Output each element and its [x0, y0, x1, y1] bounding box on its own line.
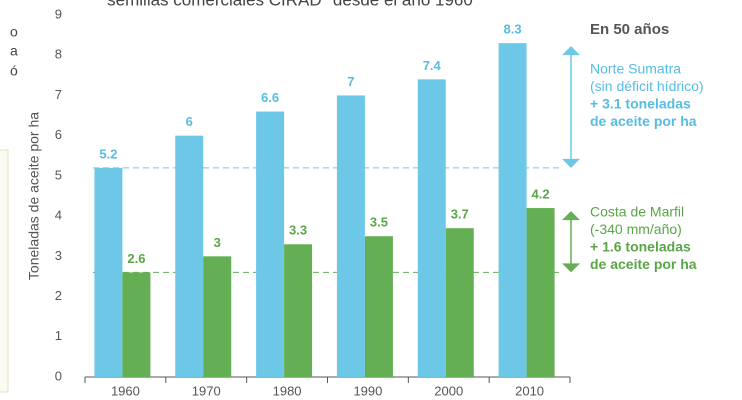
side-fragment: a	[10, 43, 18, 59]
value-label: 6.6	[261, 90, 279, 105]
arrow-head	[562, 211, 580, 221]
y-tick-label: 9	[55, 6, 62, 21]
arrow-head	[562, 263, 580, 273]
bar	[175, 135, 204, 377]
bar	[284, 244, 313, 377]
annotation: de aceite por ha	[590, 113, 697, 129]
y-tick-label: 1	[55, 328, 62, 343]
value-label: 8.3	[504, 22, 522, 37]
y-tick-label: 5	[55, 167, 62, 182]
value-label: 7.4	[423, 58, 442, 73]
y-tick-label: 8	[55, 47, 62, 62]
x-tick-label: 1990	[353, 383, 382, 398]
x-tick-label: 1960	[111, 383, 140, 398]
x-tick-label: 1970	[192, 383, 221, 398]
y-tick-label: 6	[55, 127, 62, 142]
annotation: (sin déficit hídrico)	[590, 78, 704, 94]
bar	[526, 208, 555, 377]
side-fragment: ó	[10, 63, 18, 79]
bar	[336, 95, 365, 377]
y-tick-label: 7	[55, 87, 62, 102]
value-label: 5.2	[99, 146, 117, 161]
annotation: + 1.6 toneladas	[590, 239, 691, 255]
bar	[498, 43, 527, 378]
y-axis-label: Toneladas de aceite por ha	[26, 112, 42, 280]
bar	[417, 79, 446, 377]
value-label: 3.3	[289, 223, 307, 238]
annotation: Costa de Marfil	[590, 204, 684, 220]
annotation: Norte Sumatra	[590, 61, 681, 77]
value-label: 3	[214, 235, 221, 250]
annotation: de aceite por ha	[590, 256, 697, 272]
bar	[256, 111, 285, 378]
y-tick-label: 3	[55, 248, 62, 263]
bar	[94, 167, 123, 377]
value-label: 2.6	[127, 251, 145, 266]
value-label: 6	[186, 114, 193, 129]
value-label: 3.7	[451, 207, 469, 222]
annotation-heading: En 50 años	[590, 21, 669, 38]
bar	[445, 228, 474, 377]
chart-title: semillas comerciales CIRAD* desde el año…	[107, 0, 473, 9]
arrow-head	[562, 158, 580, 168]
y-tick-label: 0	[55, 368, 62, 383]
annotation: (-340 mm/año)	[590, 221, 682, 237]
value-label: 4.2	[532, 187, 550, 202]
annotation: + 3.1 toneladas	[590, 96, 691, 112]
x-tick-label: 1980	[273, 383, 302, 398]
x-tick-label: 2000	[434, 383, 463, 398]
y-tick-label: 2	[55, 288, 62, 303]
bar	[364, 236, 393, 377]
bar	[122, 272, 151, 377]
side-panel	[0, 149, 9, 393]
y-tick-label: 4	[55, 208, 62, 223]
arrow-head	[562, 46, 580, 56]
x-tick-label: 2010	[515, 383, 544, 398]
value-label: 7	[347, 74, 354, 89]
bar	[203, 256, 232, 377]
side-fragment: o	[10, 24, 18, 40]
value-label: 3.5	[370, 215, 388, 230]
